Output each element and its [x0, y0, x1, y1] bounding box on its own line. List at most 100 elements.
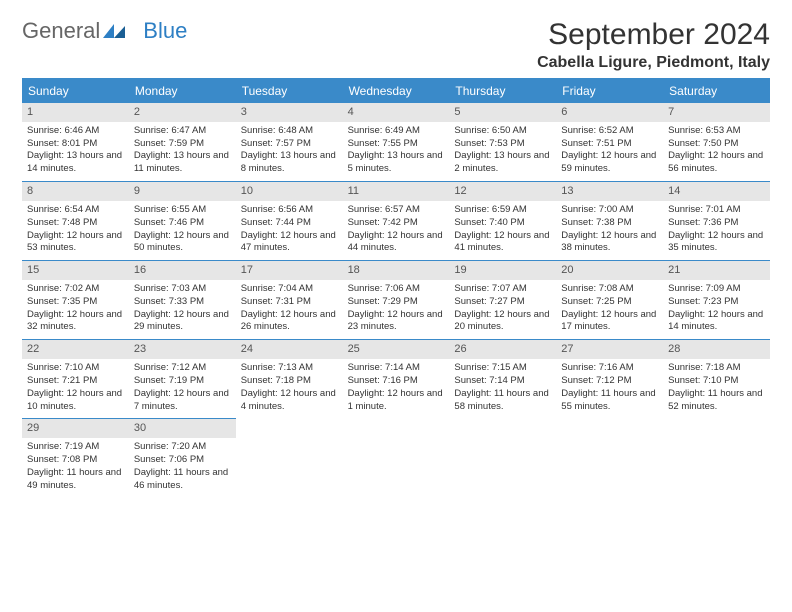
day-body: Sunrise: 6:47 AMSunset: 7:59 PMDaylight:… [129, 122, 236, 181]
sunset-text: Sunset: 7:21 PM [27, 375, 124, 388]
daylight-text: Daylight: 12 hours and 38 minutes. [561, 230, 658, 256]
sunrise-text: Sunrise: 6:48 AM [241, 125, 338, 138]
sunset-text: Sunset: 7:33 PM [134, 296, 231, 309]
sunrise-text: Sunrise: 7:18 AM [668, 362, 765, 375]
sunrise-text: Sunrise: 6:56 AM [241, 204, 338, 217]
day-number: 10 [236, 182, 343, 201]
sunset-text: Sunset: 7:10 PM [668, 375, 765, 388]
day-number: 20 [556, 261, 663, 280]
day-body: Sunrise: 7:13 AMSunset: 7:18 PMDaylight:… [236, 359, 343, 418]
sunset-text: Sunset: 7:59 PM [134, 138, 231, 151]
day-body: Sunrise: 7:10 AMSunset: 7:21 PMDaylight:… [22, 359, 129, 418]
sunrise-text: Sunrise: 7:02 AM [27, 283, 124, 296]
daylight-text: Daylight: 12 hours and 41 minutes. [454, 230, 551, 256]
day-cell: 4Sunrise: 6:49 AMSunset: 7:55 PMDaylight… [343, 102, 450, 181]
daylight-text: Daylight: 12 hours and 20 minutes. [454, 309, 551, 335]
day-body: Sunrise: 6:55 AMSunset: 7:46 PMDaylight:… [129, 201, 236, 260]
day-cell [556, 418, 663, 497]
day-body: Sunrise: 7:14 AMSunset: 7:16 PMDaylight:… [343, 359, 450, 418]
daylight-text: Daylight: 12 hours and 23 minutes. [348, 309, 445, 335]
daylight-text: Daylight: 13 hours and 11 minutes. [134, 150, 231, 176]
day-cell: 15Sunrise: 7:02 AMSunset: 7:35 PMDayligh… [22, 260, 129, 339]
daylight-text: Daylight: 12 hours and 14 minutes. [668, 309, 765, 335]
sunset-text: Sunset: 7:35 PM [27, 296, 124, 309]
daylight-text: Daylight: 11 hours and 49 minutes. [27, 467, 124, 493]
day-cell: 9Sunrise: 6:55 AMSunset: 7:46 PMDaylight… [129, 181, 236, 260]
day-number: 21 [663, 261, 770, 280]
day-body: Sunrise: 7:00 AMSunset: 7:38 PMDaylight:… [556, 201, 663, 260]
sunset-text: Sunset: 7:50 PM [668, 138, 765, 151]
title-block: September 2024 Cabella Ligure, Piedmont,… [537, 18, 770, 72]
sunrise-text: Sunrise: 6:59 AM [454, 204, 551, 217]
day-body: Sunrise: 7:16 AMSunset: 7:12 PMDaylight:… [556, 359, 663, 418]
day-number: 19 [449, 261, 556, 280]
logo-icon [103, 18, 125, 44]
day-header: Saturday [663, 80, 770, 102]
day-body: Sunrise: 7:20 AMSunset: 7:06 PMDaylight:… [129, 438, 236, 497]
sunset-text: Sunset: 7:46 PM [134, 217, 231, 230]
day-number: 13 [556, 182, 663, 201]
day-body: Sunrise: 6:52 AMSunset: 7:51 PMDaylight:… [556, 122, 663, 181]
sunrise-text: Sunrise: 7:07 AM [454, 283, 551, 296]
day-body: Sunrise: 7:03 AMSunset: 7:33 PMDaylight:… [129, 280, 236, 339]
day-cell: 29Sunrise: 7:19 AMSunset: 7:08 PMDayligh… [22, 418, 129, 497]
sunrise-text: Sunrise: 7:20 AM [134, 441, 231, 454]
day-cell: 12Sunrise: 6:59 AMSunset: 7:40 PMDayligh… [449, 181, 556, 260]
day-body: Sunrise: 6:54 AMSunset: 7:48 PMDaylight:… [22, 201, 129, 260]
day-cell [663, 418, 770, 497]
calendar: SundayMondayTuesdayWednesdayThursdayFrid… [22, 78, 770, 497]
daylight-text: Daylight: 12 hours and 32 minutes. [27, 309, 124, 335]
day-cell: 20Sunrise: 7:08 AMSunset: 7:25 PMDayligh… [556, 260, 663, 339]
day-number: 5 [449, 103, 556, 122]
sunset-text: Sunset: 7:53 PM [454, 138, 551, 151]
daylight-text: Daylight: 12 hours and 1 minute. [348, 388, 445, 414]
sunset-text: Sunset: 7:44 PM [241, 217, 338, 230]
daylight-text: Daylight: 11 hours and 46 minutes. [134, 467, 231, 493]
day-body: Sunrise: 6:50 AMSunset: 7:53 PMDaylight:… [449, 122, 556, 181]
sunrise-text: Sunrise: 7:16 AM [561, 362, 658, 375]
day-body: Sunrise: 6:49 AMSunset: 7:55 PMDaylight:… [343, 122, 450, 181]
day-cell: 1Sunrise: 6:46 AMSunset: 8:01 PMDaylight… [22, 102, 129, 181]
day-cell: 11Sunrise: 6:57 AMSunset: 7:42 PMDayligh… [343, 181, 450, 260]
sunset-text: Sunset: 7:19 PM [134, 375, 231, 388]
sunset-text: Sunset: 7:14 PM [454, 375, 551, 388]
day-header: Thursday [449, 80, 556, 102]
daylight-text: Daylight: 12 hours and 44 minutes. [348, 230, 445, 256]
day-cell: 5Sunrise: 6:50 AMSunset: 7:53 PMDaylight… [449, 102, 556, 181]
sunset-text: Sunset: 7:29 PM [348, 296, 445, 309]
day-body: Sunrise: 6:46 AMSunset: 8:01 PMDaylight:… [22, 122, 129, 181]
sunrise-text: Sunrise: 7:08 AM [561, 283, 658, 296]
day-body: Sunrise: 7:09 AMSunset: 7:23 PMDaylight:… [663, 280, 770, 339]
sunset-text: Sunset: 7:06 PM [134, 454, 231, 467]
month-title: September 2024 [537, 18, 770, 52]
day-number: 18 [343, 261, 450, 280]
day-number: 22 [22, 340, 129, 359]
day-cell: 13Sunrise: 7:00 AMSunset: 7:38 PMDayligh… [556, 181, 663, 260]
day-cell: 26Sunrise: 7:15 AMSunset: 7:14 PMDayligh… [449, 339, 556, 418]
location: Cabella Ligure, Piedmont, Italy [537, 54, 770, 72]
sunrise-text: Sunrise: 6:57 AM [348, 204, 445, 217]
sunset-text: Sunset: 7:51 PM [561, 138, 658, 151]
day-body: Sunrise: 7:02 AMSunset: 7:35 PMDaylight:… [22, 280, 129, 339]
day-number: 17 [236, 261, 343, 280]
day-header: Sunday [22, 80, 129, 102]
daylight-text: Daylight: 13 hours and 8 minutes. [241, 150, 338, 176]
sunrise-text: Sunrise: 7:09 AM [668, 283, 765, 296]
day-cell: 22Sunrise: 7:10 AMSunset: 7:21 PMDayligh… [22, 339, 129, 418]
day-body: Sunrise: 6:53 AMSunset: 7:50 PMDaylight:… [663, 122, 770, 181]
day-number: 29 [22, 419, 129, 438]
sunset-text: Sunset: 7:08 PM [27, 454, 124, 467]
day-body: Sunrise: 7:07 AMSunset: 7:27 PMDaylight:… [449, 280, 556, 339]
day-cell: 18Sunrise: 7:06 AMSunset: 7:29 PMDayligh… [343, 260, 450, 339]
daylight-text: Daylight: 13 hours and 5 minutes. [348, 150, 445, 176]
sunset-text: Sunset: 7:23 PM [668, 296, 765, 309]
sunset-text: Sunset: 7:40 PM [454, 217, 551, 230]
sunset-text: Sunset: 7:57 PM [241, 138, 338, 151]
day-number: 8 [22, 182, 129, 201]
sunrise-text: Sunrise: 7:12 AM [134, 362, 231, 375]
sunrise-text: Sunrise: 6:54 AM [27, 204, 124, 217]
day-cell: 14Sunrise: 7:01 AMSunset: 7:36 PMDayligh… [663, 181, 770, 260]
day-number: 4 [343, 103, 450, 122]
daylight-text: Daylight: 12 hours and 59 minutes. [561, 150, 658, 176]
sunrise-text: Sunrise: 7:00 AM [561, 204, 658, 217]
